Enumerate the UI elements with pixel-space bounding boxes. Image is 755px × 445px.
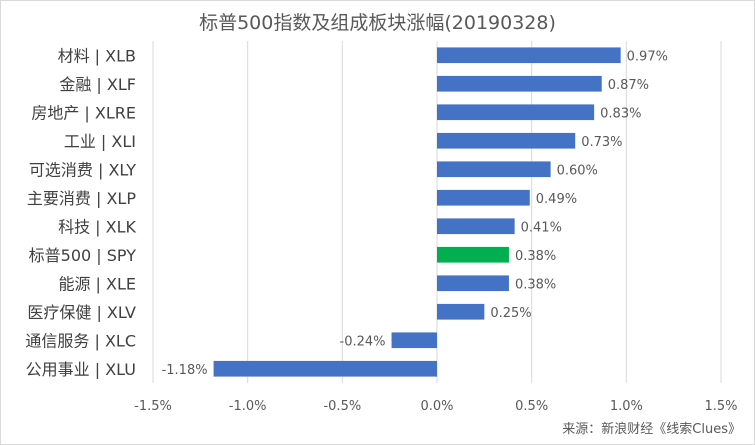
gridlines bbox=[152, 41, 722, 383]
category-label: 医疗保健 | XLV bbox=[27, 303, 136, 322]
bar bbox=[437, 47, 621, 64]
x-tick-label: 0.5% bbox=[515, 399, 548, 414]
category-label: 科技 | XLK bbox=[58, 217, 136, 236]
category-label: 金融 | XLF bbox=[59, 75, 136, 94]
data-label: 0.73% bbox=[581, 135, 622, 150]
bar bbox=[437, 161, 551, 178]
bar bbox=[437, 275, 509, 292]
bar bbox=[437, 218, 515, 235]
bar bbox=[437, 75, 602, 92]
category-label: 可选消费 | XLY bbox=[29, 160, 136, 179]
x-tick-label: -0.5% bbox=[323, 399, 361, 414]
bar bbox=[437, 303, 485, 320]
data-labels: 0.97% 0.87% 0.83% 0.73% 0.60% 0.49% 0.41% 0.38%… bbox=[162, 49, 668, 378]
category-label: 房地产 | XLRE bbox=[31, 103, 136, 122]
chart-title: 标普500指数及组成板块涨幅(20190328) bbox=[199, 12, 556, 34]
bar bbox=[391, 332, 437, 349]
data-label: -1.18% bbox=[162, 363, 208, 378]
data-label: 0.83% bbox=[600, 106, 641, 121]
bar bbox=[437, 132, 576, 149]
category-labels: 材料 | XLB 金融 | XLF 房地产 | XLRE 工业 | XLI 可选消费 |… bbox=[25, 46, 136, 379]
bars bbox=[213, 47, 621, 377]
x-tick-labels: -1.5% -1.0% -0.5% 0.0% 0.5% 1.0% 1.5% bbox=[134, 399, 737, 414]
bar bbox=[437, 189, 530, 206]
bar bbox=[437, 104, 595, 121]
data-label: 0.38% bbox=[515, 249, 556, 264]
x-tick-label: 0.0% bbox=[420, 399, 453, 414]
category-label: 能源 | XLE bbox=[58, 274, 136, 293]
category-label: 工业 | XLI bbox=[64, 132, 136, 151]
data-label: 0.60% bbox=[557, 163, 598, 178]
x-tick-label: 1.0% bbox=[610, 399, 643, 414]
data-label: 0.87% bbox=[608, 78, 649, 93]
x-tick-label: -1.5% bbox=[134, 399, 172, 414]
data-label: 0.25% bbox=[490, 306, 531, 321]
x-tick-label: 1.5% bbox=[704, 399, 737, 414]
data-label: 0.97% bbox=[627, 49, 668, 64]
category-label: 公用事业 | XLU bbox=[26, 360, 136, 379]
data-label: 0.41% bbox=[521, 220, 562, 235]
data-label: -0.24% bbox=[340, 334, 386, 349]
data-label: 0.49% bbox=[536, 192, 577, 207]
source-note: 来源：新浪财经《线索Clues》 bbox=[562, 422, 741, 437]
category-label: 材料 | XLB bbox=[58, 46, 136, 65]
bar bbox=[213, 360, 437, 377]
category-label: 通信服务 | XLC bbox=[25, 331, 136, 350]
data-label: 0.38% bbox=[515, 277, 556, 292]
category-label: 主要消费 | XLP bbox=[27, 189, 136, 208]
bar bbox=[437, 246, 509, 263]
category-label: 标普500 | SPY bbox=[29, 246, 137, 265]
x-tick-label: -1.0% bbox=[229, 399, 267, 414]
